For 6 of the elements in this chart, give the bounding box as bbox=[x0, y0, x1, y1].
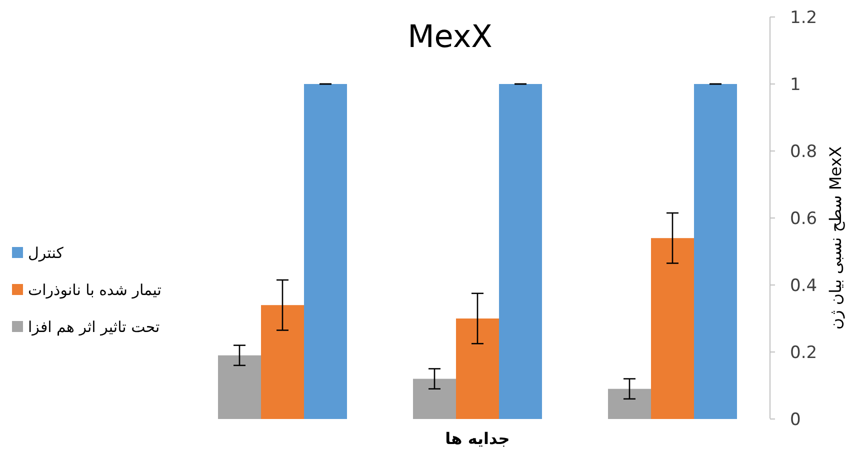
legend-label: تحت تاثیر اثر هم افزا bbox=[28, 318, 160, 336]
legend-label: تیمار شده با نانوذرات bbox=[28, 281, 162, 299]
y-axis-title: سطح نسبی بیان ژن MexX bbox=[826, 146, 845, 330]
x-axis-title: جدایه ها bbox=[445, 429, 510, 448]
chart-title: MexX bbox=[408, 19, 492, 55]
legend-label: کنترل bbox=[28, 244, 64, 262]
